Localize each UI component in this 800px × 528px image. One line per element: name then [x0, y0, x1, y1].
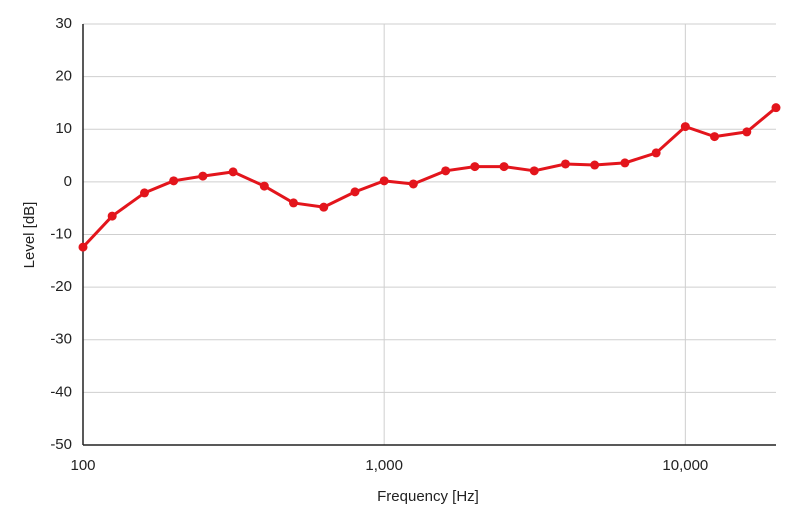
data-point — [651, 148, 661, 158]
data-point — [620, 158, 630, 168]
series-line — [81, 106, 777, 249]
data-point — [742, 127, 752, 137]
data-point — [560, 159, 570, 169]
data-point — [529, 166, 539, 176]
data-point — [499, 162, 509, 172]
data-point — [107, 211, 117, 221]
data-point — [710, 132, 720, 142]
data-point — [169, 176, 179, 186]
data-point — [259, 181, 269, 191]
data-point — [78, 242, 88, 252]
data-point — [771, 103, 781, 113]
data-point — [408, 179, 418, 189]
y-tick-label: -40 — [50, 383, 72, 400]
data-point — [289, 198, 299, 208]
y-tick-label: -30 — [50, 331, 72, 348]
data-point — [350, 187, 360, 197]
data-point — [228, 167, 238, 177]
y-tick-label: 30 — [55, 15, 72, 32]
data-point — [590, 160, 600, 170]
x-tick-label: 10,000 — [662, 457, 708, 474]
y-axis-label: Level [dB] — [21, 202, 38, 269]
y-tick-label: 20 — [55, 68, 72, 85]
y-tick-label: -10 — [50, 225, 72, 242]
y-tick-label: -50 — [50, 436, 72, 453]
data-point — [441, 166, 451, 176]
y-tick-label: 0 — [64, 173, 72, 190]
data-point — [379, 176, 389, 186]
x-tick-label: 1,000 — [365, 457, 403, 474]
y-tick-label: -20 — [50, 278, 72, 295]
data-point — [139, 188, 149, 198]
x-axis-label: Frequency [Hz] — [377, 488, 479, 505]
data-point — [680, 122, 690, 132]
data-point — [319, 202, 329, 212]
x-tick-label: 100 — [70, 457, 95, 474]
data-point — [470, 162, 480, 172]
y-tick-label: 10 — [55, 120, 72, 137]
data-point — [198, 171, 208, 181]
